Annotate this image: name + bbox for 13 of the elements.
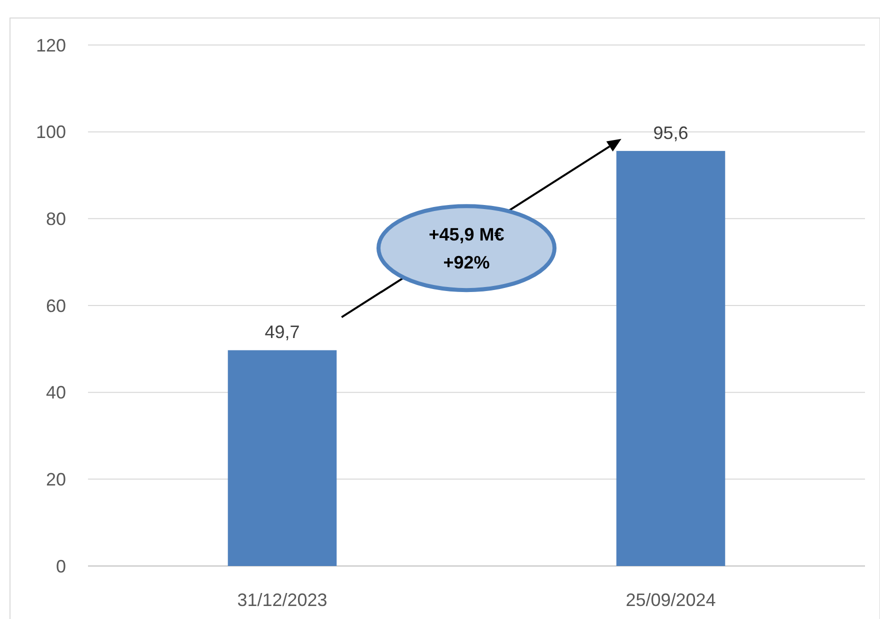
- y-tick-label: 100: [36, 122, 66, 142]
- y-tick-label: 20: [46, 469, 66, 490]
- data-label: 49,7: [264, 322, 300, 342]
- x-tick-label: 25/09/2024: [626, 590, 716, 610]
- y-tick-label: 40: [46, 382, 66, 403]
- annotation: +92%: [443, 252, 490, 272]
- y-tick-label: 80: [46, 208, 66, 229]
- y-tick-label: 60: [46, 296, 66, 316]
- data-label: 95,6: [653, 122, 688, 143]
- y-tick-label: 120: [36, 35, 66, 56]
- annotation: +45,9 M€: [428, 224, 504, 244]
- y-tick-label: 0: [56, 556, 66, 576]
- x-tick-label: 31/12/2023: [237, 590, 328, 610]
